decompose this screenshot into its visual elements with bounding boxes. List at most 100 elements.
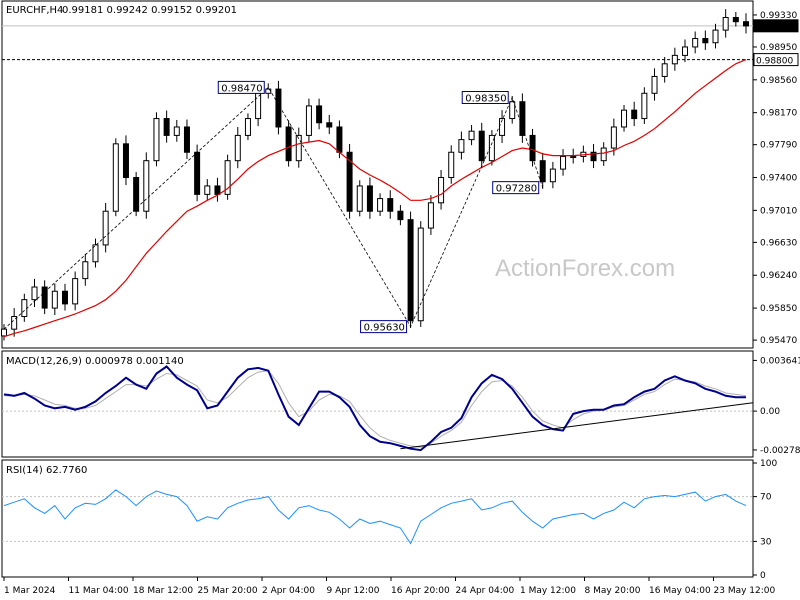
candle-body — [519, 101, 526, 136]
candle-body — [224, 160, 231, 195]
candle-body — [621, 109, 628, 128]
candle-body — [702, 38, 709, 44]
candle-body — [722, 16, 729, 31]
candle-body — [305, 105, 312, 136]
price-tag-label: 0.99201 — [756, 23, 793, 33]
x-tick-label: 16 Apr 20:00 — [391, 586, 450, 596]
candle-body — [438, 177, 445, 204]
candle-body — [560, 155, 567, 170]
candle-body — [631, 109, 638, 120]
candle-body — [397, 210, 404, 221]
candle-body — [539, 160, 546, 183]
candle-body — [712, 29, 719, 44]
macd-title: MACD(12,26,9) 0.000978 0.001140 — [6, 356, 184, 367]
x-tick-label: 2 Apr 04:00 — [262, 586, 315, 596]
x-tick-label: 24 Apr 04:00 — [456, 586, 515, 596]
candle-body — [661, 63, 668, 77]
candle-body — [326, 122, 333, 128]
swing-annotation-label: 0.98350 — [465, 94, 506, 105]
price-y-tick-label: 0.98950 — [760, 43, 797, 53]
candle-body — [21, 299, 28, 318]
price-header-symbol: EURCHF,H4 — [6, 5, 63, 16]
candle-body — [1, 328, 7, 337]
swing-annotation-label: 0.95630 — [364, 323, 405, 334]
candle-body — [72, 278, 79, 305]
watermark: ActionForex.com — [495, 255, 675, 282]
macd-main-line — [3, 365, 746, 452]
x-tick-label: 25 Mar 20:00 — [198, 586, 258, 596]
swing-annotation-box — [461, 91, 509, 105]
swing-annotation-label: 0.98470 — [221, 83, 262, 94]
candle-body — [570, 155, 577, 158]
candle-body — [387, 198, 394, 212]
moving-average-line — [3, 59, 747, 338]
candle-body — [671, 54, 678, 65]
price-y-tick-label: 0.97400 — [760, 174, 797, 184]
price-y-tick-label: 0.98170 — [760, 109, 797, 119]
candle-body — [692, 38, 699, 48]
candle-body — [163, 118, 170, 136]
price-y-tick-label: 0.99330 — [760, 11, 797, 21]
macd-y-tick-label: 0.003641 — [760, 356, 800, 366]
price-y-tick-label: 0.96630 — [760, 238, 797, 248]
candle-body — [102, 210, 109, 246]
candle-body — [377, 198, 384, 212]
candle-body — [417, 227, 424, 322]
rsi-title: RSI(14) 62.7760 — [6, 465, 87, 476]
candle-body — [133, 177, 140, 212]
candle-body — [366, 185, 373, 212]
candle-body — [356, 185, 363, 212]
rsi-y-tick-label: 100 — [760, 459, 777, 469]
candle-body — [31, 286, 38, 301]
price-y-tick-label: 0.97010 — [760, 206, 797, 216]
swing-annotation-box — [217, 80, 265, 94]
candle-body — [509, 101, 516, 120]
candle-body — [234, 134, 241, 162]
candle-body — [143, 160, 150, 212]
macd-signal-line — [4, 370, 747, 448]
candle-body — [682, 46, 689, 56]
price-tag-label: 0.98800 — [756, 57, 793, 67]
macd-y-tick-label: 0.00 — [760, 407, 780, 417]
candle-body — [407, 219, 414, 322]
rsi-panel-frame — [1, 459, 754, 578]
candle-body — [285, 126, 292, 162]
swing-annotation-label: 0.97280 — [496, 184, 537, 195]
candle-body — [468, 130, 475, 141]
price-y-tick-label: 0.96240 — [760, 271, 797, 281]
candle-body — [41, 286, 48, 309]
rsi-y-tick-label: 0 — [760, 571, 766, 581]
macd-trendline — [400, 402, 754, 450]
candle-body — [458, 139, 465, 153]
price-y-tick-label: 0.97790 — [760, 141, 797, 151]
candle-body — [295, 134, 302, 162]
candle-body — [51, 290, 58, 309]
candle-body — [112, 143, 119, 212]
price-panel-frame — [1, 0, 754, 349]
rsi-line — [3, 489, 747, 545]
candle-body — [743, 21, 749, 27]
x-tick-label: 9 Apr 12:00 — [327, 586, 380, 596]
x-tick-label: 1 May 12:00 — [520, 586, 576, 596]
candle-body — [82, 261, 89, 280]
macd-panel-frame — [1, 350, 754, 458]
candle-body — [122, 143, 129, 179]
swing-annotation-box — [492, 181, 540, 195]
candle-body — [11, 316, 18, 330]
candle-body — [346, 151, 353, 212]
swing-annotation-box — [360, 320, 408, 334]
x-tick-label: 1 Mar 2024 — [4, 586, 56, 596]
candle-body — [204, 185, 211, 195]
price-tag-box — [753, 53, 799, 67]
candle-body — [214, 185, 221, 195]
x-tick-label: 18 Mar 12:00 — [133, 586, 193, 596]
candle-body — [732, 16, 739, 23]
candle-body — [183, 126, 190, 153]
price-y-tick-label: 0.95850 — [760, 304, 797, 314]
candle-body — [651, 75, 658, 94]
price-y-tick-label: 0.95470 — [760, 336, 797, 346]
candle-body — [255, 92, 262, 120]
candle-body — [549, 168, 556, 183]
